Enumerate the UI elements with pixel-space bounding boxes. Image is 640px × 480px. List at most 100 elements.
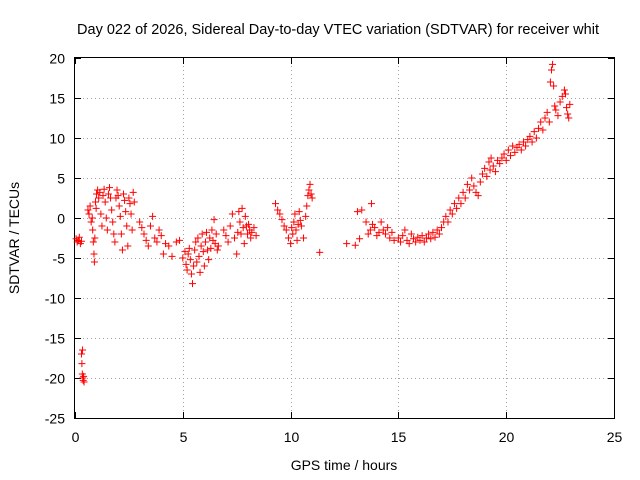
data-point <box>295 208 303 216</box>
data-point <box>539 126 547 134</box>
data-point <box>155 226 163 234</box>
data-point <box>91 198 99 206</box>
data-point <box>535 124 543 132</box>
data-point <box>468 174 476 182</box>
x-tick-label: 10 <box>284 429 300 445</box>
data-point <box>379 226 387 234</box>
data-point <box>179 254 187 262</box>
y-tick-label: -20 <box>45 371 65 387</box>
data-point <box>193 258 201 266</box>
data-point <box>552 106 560 114</box>
y-tick-label: 0 <box>57 211 65 227</box>
data-point <box>91 234 99 242</box>
data-point <box>399 232 407 240</box>
data-point <box>444 218 452 226</box>
data-point <box>127 210 135 218</box>
data-point <box>108 206 116 214</box>
data-point <box>289 230 297 238</box>
data-point <box>438 224 446 232</box>
data-point <box>192 238 200 246</box>
data-point <box>199 248 207 256</box>
axis-ticks: 0 5 10 15 20 25 -25 -20 -15 -10 -5 0 5 10 15 20 <box>45 51 623 446</box>
data-point <box>144 242 152 250</box>
data-point <box>364 230 372 238</box>
data-point <box>176 236 184 244</box>
x-tick-label: 25 <box>607 429 623 445</box>
data-point <box>561 90 569 98</box>
data-point <box>233 250 241 258</box>
data-point <box>300 234 308 242</box>
data-point <box>308 194 316 202</box>
data-point <box>291 210 299 218</box>
data-point <box>530 128 538 136</box>
data-point <box>105 184 113 192</box>
data-point <box>250 224 258 232</box>
data-point <box>220 226 228 234</box>
data-point <box>296 216 304 224</box>
data-points <box>72 60 574 386</box>
data-point <box>388 228 396 236</box>
data-point <box>433 226 441 234</box>
data-point <box>120 190 128 198</box>
data-point <box>290 218 298 226</box>
data-point <box>238 204 246 212</box>
data-point <box>466 186 474 194</box>
data-point <box>353 208 361 216</box>
plot-frame <box>74 57 615 419</box>
data-point <box>102 214 110 222</box>
y-tick-label: -10 <box>45 291 65 307</box>
data-point <box>151 234 159 242</box>
data-point <box>377 218 385 226</box>
data-point <box>504 146 512 154</box>
data-point <box>496 160 504 168</box>
data-point <box>478 170 486 178</box>
data-point <box>125 194 133 202</box>
data-point <box>293 236 301 244</box>
data-point <box>129 188 137 196</box>
data-point <box>476 178 484 186</box>
data-point <box>186 256 194 264</box>
data-point <box>371 224 379 232</box>
data-point <box>79 346 87 354</box>
data-point <box>276 210 284 218</box>
data-point <box>486 166 494 174</box>
data-point <box>159 250 167 258</box>
data-point <box>435 230 443 238</box>
data-point <box>375 228 383 236</box>
data-point <box>448 210 456 218</box>
data-point <box>88 214 96 222</box>
data-point <box>200 262 208 270</box>
data-point <box>97 210 105 218</box>
data-point <box>89 238 97 246</box>
y-tick-label: -25 <box>45 411 65 427</box>
data-point <box>126 200 134 208</box>
data-point <box>459 188 467 196</box>
data-point <box>101 198 109 206</box>
data-point <box>546 78 554 86</box>
data-point <box>511 148 519 156</box>
data-point <box>157 232 165 240</box>
data-point <box>356 235 364 243</box>
data-point <box>77 350 85 358</box>
data-point <box>78 360 86 368</box>
data-point <box>237 230 245 238</box>
data-point <box>184 250 192 258</box>
data-point <box>213 246 221 254</box>
data-point <box>362 218 370 226</box>
data-point <box>100 185 108 193</box>
data-point <box>187 270 195 278</box>
data-point <box>343 240 351 248</box>
data-point <box>487 154 495 162</box>
x-axis-label: GPS time / hours <box>291 457 398 473</box>
data-point <box>252 232 260 240</box>
data-point <box>407 230 415 238</box>
data-point <box>498 154 506 162</box>
data-point <box>550 82 558 90</box>
data-point <box>228 210 236 218</box>
data-point <box>113 186 121 194</box>
data-point <box>461 194 469 202</box>
data-point <box>566 100 574 108</box>
data-point <box>118 246 126 254</box>
data-point <box>86 202 94 210</box>
data-point <box>80 378 88 386</box>
